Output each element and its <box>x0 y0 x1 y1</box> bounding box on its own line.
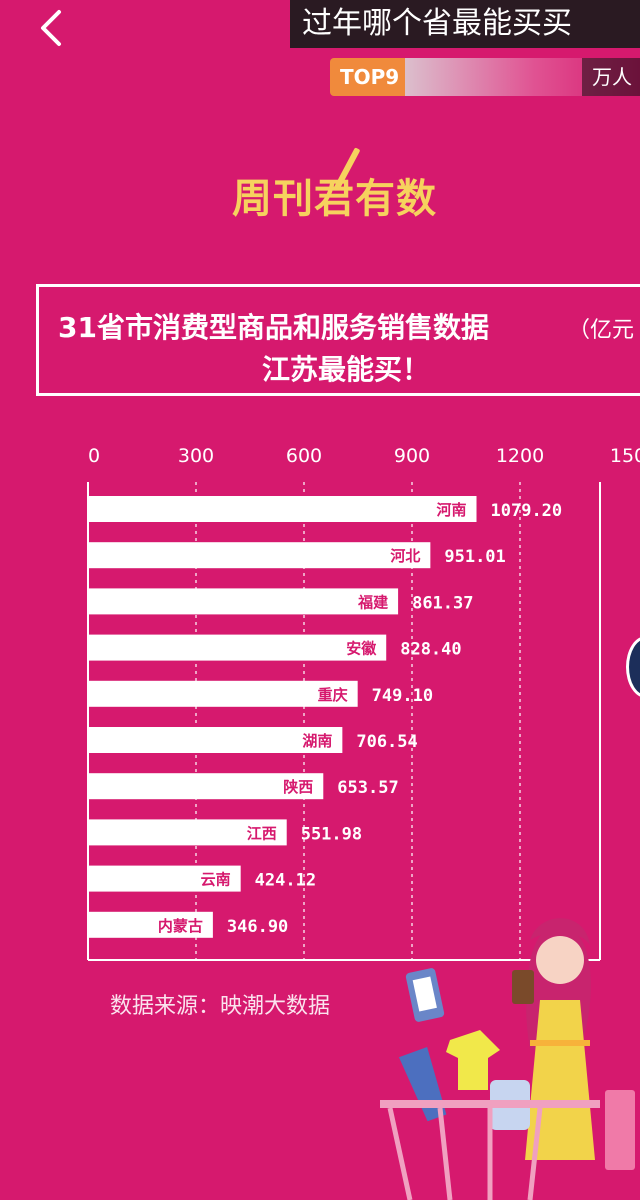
bar <box>88 634 387 661</box>
bar-category-label: 陕西 <box>283 778 313 796</box>
bar-value-label: 346.90 <box>227 917 288 937</box>
video-title: 过年哪个省最能买买 <box>290 0 640 48</box>
shopping-girl-illustration <box>380 918 635 1200</box>
bar-value-label: 1079.20 <box>491 501 563 521</box>
x-tick-label: 600 <box>286 445 322 467</box>
bar-value-label: 951.01 <box>444 547 505 567</box>
chart-unit: （亿元 <box>568 318 635 343</box>
bar-category-label: 云南 <box>201 871 231 889</box>
bar <box>88 819 287 846</box>
x-tick-label: 900 <box>394 445 430 467</box>
bar <box>88 727 343 753</box>
bar-value-label: 706.54 <box>356 732 417 752</box>
rank-strip[interactable]: TOP9 万人 <box>330 58 640 96</box>
x-tick-label: 300 <box>178 445 214 467</box>
bar-category-label: 河南 <box>436 501 466 519</box>
data-source: 数据来源：映潮大数据 <box>110 994 331 1019</box>
bar-category-label: 安徽 <box>346 640 377 658</box>
bar-value-label: 424.12 <box>255 871 316 891</box>
bar <box>88 496 477 522</box>
chart-title-frame <box>36 284 640 396</box>
bar-chart: 0 300 600 900 1200 150 河南 1079.20 河北 951.01 福建 861.… <box>87 445 640 961</box>
rank-right-text: 万人 <box>582 58 640 96</box>
x-tick-label: 150 <box>610 445 640 467</box>
bar-category-label: 湖南 <box>302 732 332 750</box>
bar <box>88 773 324 800</box>
bar <box>88 911 213 938</box>
bar <box>88 680 358 707</box>
bar <box>88 588 399 615</box>
x-tick-label: 0 <box>88 445 100 467</box>
bar-category-label: 江西 <box>247 824 277 842</box>
bar-value-label: 828.40 <box>400 640 461 660</box>
rank-badge: TOP9 <box>330 58 406 96</box>
brand-logo: 周刊君有数 <box>232 176 437 222</box>
chevron-left-icon <box>41 10 61 46</box>
bar-value-label: 551.98 <box>301 824 362 844</box>
chart-subtitle: 江苏最能买！ <box>262 353 431 386</box>
bar-value-label: 653.57 <box>337 778 398 798</box>
x-tick-label: 1200 <box>496 445 544 467</box>
bar-category-label: 河北 <box>390 547 420 565</box>
bar-category-label: 内蒙古 <box>158 917 203 935</box>
back-button[interactable] <box>28 6 72 50</box>
bar-value-label: 749.10 <box>372 686 433 706</box>
bar-category-label: 重庆 <box>318 686 348 704</box>
bar <box>88 865 241 892</box>
bar-value-label: 861.37 <box>412 593 473 613</box>
chart-title: 31省市消费型商品和服务销售数据 <box>58 311 489 344</box>
bar-category-label: 福建 <box>357 593 389 611</box>
bar <box>88 542 431 569</box>
